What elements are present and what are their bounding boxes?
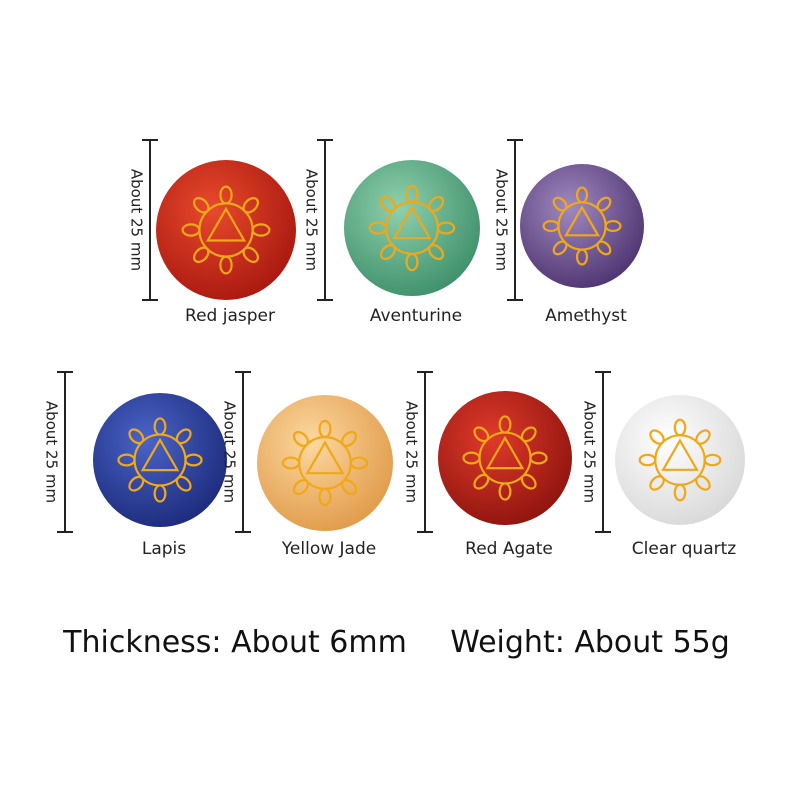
stone-name: Aventurine <box>370 306 462 326</box>
chakra-symbol <box>281 419 369 507</box>
stone <box>438 391 572 525</box>
stone <box>344 160 480 296</box>
stone-name: Yellow Jade <box>281 539 376 559</box>
chakra-symbol <box>368 184 456 272</box>
stone-item: About 25 mm Yellow Jade <box>221 371 393 559</box>
dimension-label: About 25 mm <box>581 401 599 503</box>
dimension-label: About 25 mm <box>303 169 321 271</box>
stone-item: About 25 mm Amethyst <box>493 139 644 326</box>
thickness-spec: Thickness: About 6mm <box>62 625 407 660</box>
dimension-label: About 25 mm <box>128 169 146 271</box>
stone-item: About 25 mm Clear quartz <box>581 371 745 559</box>
stone-item: About 25 mm Aventurine <box>303 139 480 326</box>
stone-name: Red Agate <box>465 539 553 559</box>
stone <box>520 164 644 288</box>
chakra-symbol <box>181 185 271 275</box>
stone-item: About 25 mm Lapis <box>43 371 227 559</box>
stone-name: Amethyst <box>545 306 627 326</box>
dimension-label: About 25 mm <box>493 169 511 271</box>
stone <box>93 393 227 527</box>
chakra-symbol <box>462 415 548 501</box>
chakra-symbol <box>117 417 203 503</box>
stone <box>615 395 745 525</box>
chakra-symbol <box>542 186 622 266</box>
weight-spec: Weight: About 55g <box>450 625 730 660</box>
dimension-label: About 25 mm <box>43 401 61 503</box>
stone-item: About 25 mm Red Agate <box>403 371 572 559</box>
stone <box>257 395 393 531</box>
dimension-label: About 25 mm <box>403 401 421 503</box>
stone <box>156 160 296 300</box>
stone-name: Lapis <box>142 539 186 559</box>
stone-item: About 25 mm Red jasper <box>128 139 296 326</box>
dimension-label: About 25 mm <box>221 401 239 503</box>
chakra-symbol <box>638 418 722 502</box>
stone-name: Red jasper <box>185 306 275 326</box>
stone-name: Clear quartz <box>632 539 737 559</box>
